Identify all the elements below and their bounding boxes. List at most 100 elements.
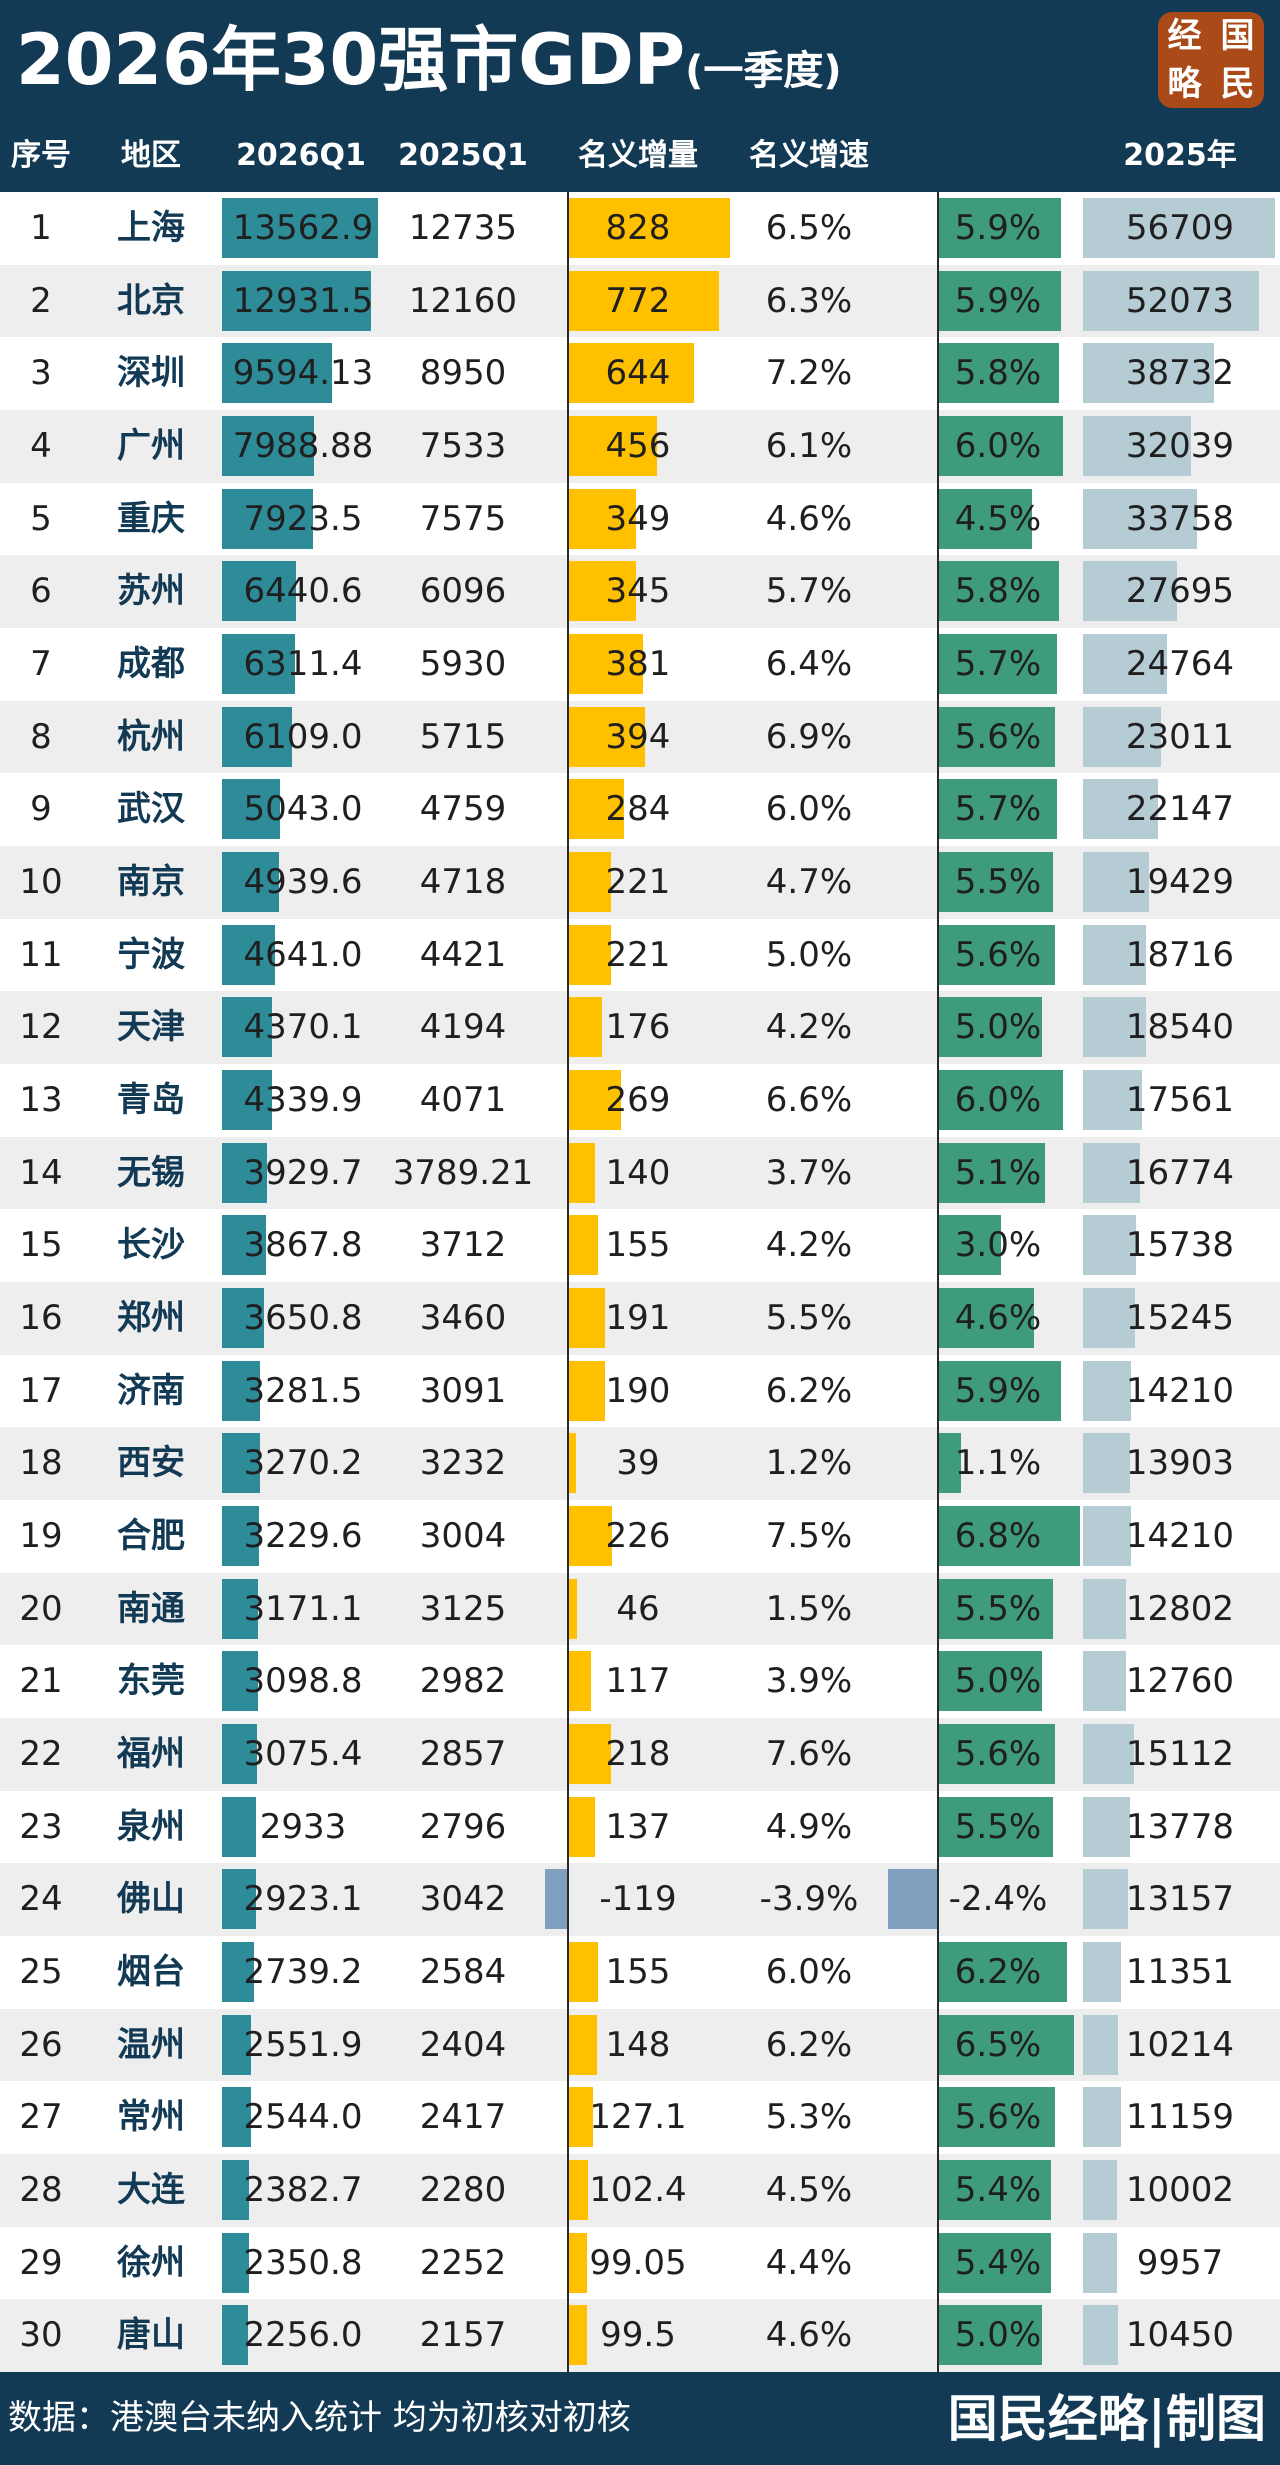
increment-bar [568,924,612,985]
gdp-2026q1-bar [222,198,378,258]
gdp-2026q1-bar [222,779,280,840]
gdp-2025q1-value: 3460 [419,1298,507,1338]
real-growth-value: 3.0% [954,1225,1042,1266]
rank-cell: 26 [19,2024,63,2065]
increment-bar [568,1433,576,1494]
city-cell: 天津 [117,1007,185,1048]
city-cell: 上海 [117,208,185,248]
increment-value: -119 [599,1879,677,1920]
gdp-2026q1-bar [222,1796,256,1857]
increment-bar [568,997,603,1058]
gdp-2026q1-bar [222,1142,268,1203]
increment-bar [568,198,730,258]
real-growth-value: 5.0% [954,1661,1042,1702]
rank-cell: 19 [19,1516,63,1556]
city-cell: 东莞 [117,1661,185,1702]
increment-bar [568,488,637,549]
real-growth-value: 5.5% [954,862,1042,902]
rank-cell: 20 [19,1588,63,1629]
city-cell: 合肥 [117,1516,185,1556]
gdp-2026q1-bar [222,1433,260,1494]
real-growth-value: 5.0% [954,2315,1042,2356]
gdp-2026q1-bar [222,1578,259,1639]
real-growth-bar [938,1578,1053,1639]
gdp-2026q1-value: 12931.5 [232,280,374,321]
gdp-2025q1-value: 2857 [419,1734,507,1774]
increment-bar [568,634,643,694]
column-header-2026q1: 2026Q1 [236,138,366,173]
table-row: 24 佛山 2923.1 3042 -119 -3.9% -2.4% 13157 [0,1863,1280,1936]
table-row: 14 无锡 3929.7 3789.21 140 3.7% 5.1% 16774 [0,1136,1280,1210]
increment-value: 148 [605,2024,671,2065]
rank-cell: 3 [30,353,52,394]
rank-cell: 6 [30,571,52,612]
table-row: 12 天津 4370.1 4194 176 4.2% 5.0% 18540 [0,991,1280,1064]
gdp-2025-annual-bar [1083,2087,1121,2148]
nominal-growth-value: 6.4% [765,644,853,684]
increment-value: 221 [605,862,671,902]
increment-bar [568,1651,591,1712]
rank-cell: 27 [19,2097,63,2138]
increment-value: 155 [605,1225,671,1266]
gdp-2026q1-value: 2382.7 [243,2170,363,2210]
increment-bar [568,852,612,912]
gdp-2025q1-value: 5715 [419,716,507,757]
real-growth-bar [938,1724,1055,1784]
gdp-2026q1-value: 3098.8 [243,1661,363,1702]
city-cell: 长沙 [117,1225,185,1266]
gdp-2025-annual-value: 13157 [1125,1879,1235,1920]
increment-bar [568,416,658,476]
gdp-2025-annual-bar [1083,1360,1132,1421]
table-row: 18 西安 3270.2 3232 39 1.2% 1.1% 13903 [0,1427,1280,1500]
rank-cell: 16 [19,1298,63,1338]
city-cell: 郑州 [117,1298,185,1338]
increment-bar [568,1796,595,1857]
city-cell: 无锡 [117,1152,185,1193]
increment-bar [568,343,694,404]
column-header-increment: 名义增量 [578,138,698,173]
table-row: 30 唐山 2256.0 2157 99.5 4.6% 5.0% 10450 [0,2299,1280,2372]
nominal-growth-value: 6.2% [765,2024,853,2065]
rank-cell: 10 [19,862,63,902]
gdp-2025-annual-bar [1083,852,1149,912]
table-row: 29 徐州 2350.8 2252 99.05 4.4% 5.4% 9957 [0,2226,1280,2300]
table-row: 17 济南 3281.5 3091 190 6.2% 5.9% 14210 [0,1354,1280,1428]
column-divider [937,192,939,2372]
real-growth-value: -2.4% [948,1879,1048,1920]
gdp-2025-annual-value: 12802 [1125,1588,1235,1629]
gdp-2025-annual-value: 14210 [1125,1516,1235,1556]
gdp-2026q1-value: 9594.13 [232,353,374,394]
rank-cell: 28 [19,2170,63,2210]
gdp-2025-annual-value: 27695 [1125,571,1235,612]
city-cell: 杭州 [117,716,185,757]
increment-value: 99.05 [589,2242,687,2283]
gdp-2025-annual-bar [1083,1433,1131,1494]
increment-value: 221 [605,934,671,975]
table-row: 23 泉州 2933 2796 137 4.9% 5.5% 13778 [0,1790,1280,1864]
increment-value: 772 [605,280,671,321]
gdp-2026q1-bar [222,1942,254,2002]
gdp-2026q1-value: 2933 [259,1806,347,1847]
real-growth-value: 4.5% [954,498,1042,539]
increment-value: 644 [605,353,671,394]
chart-title: 2026年30强市GDP(一季度) [16,14,842,117]
city-cell: 西安 [117,1443,185,1484]
increment-value: 117 [605,1661,671,1702]
gdp-2025-annual-bar [1083,2160,1117,2220]
nominal-growth-value: 4.5% [765,2170,853,2210]
gdp-2025q1-value: 3712 [419,1225,507,1266]
gdp-2025-annual-value: 23011 [1125,716,1235,757]
real-growth-bar-negative [888,1869,938,1930]
gdp-2026q1-value: 3270.2 [243,1443,363,1484]
gdp-2025-annual-bar [1083,2014,1118,2075]
city-cell: 徐州 [117,2242,185,2283]
real-growth-value: 6.8% [954,1516,1042,1556]
nominal-growth-value: -3.9% [759,1879,859,1920]
increment-bar [568,779,624,840]
nominal-growth-value: 4.7% [765,862,853,902]
gdp-2025q1-value: 4759 [419,789,507,830]
gdp-2025q1-value: 3004 [419,1516,507,1556]
column-header-row: 序号 地区 2026Q1 2025Q1 名义增量 名义增速 2025年 [0,120,1280,192]
gdp-2025-annual-value: 15245 [1125,1298,1235,1338]
gdp-2026q1-bar [222,924,276,985]
